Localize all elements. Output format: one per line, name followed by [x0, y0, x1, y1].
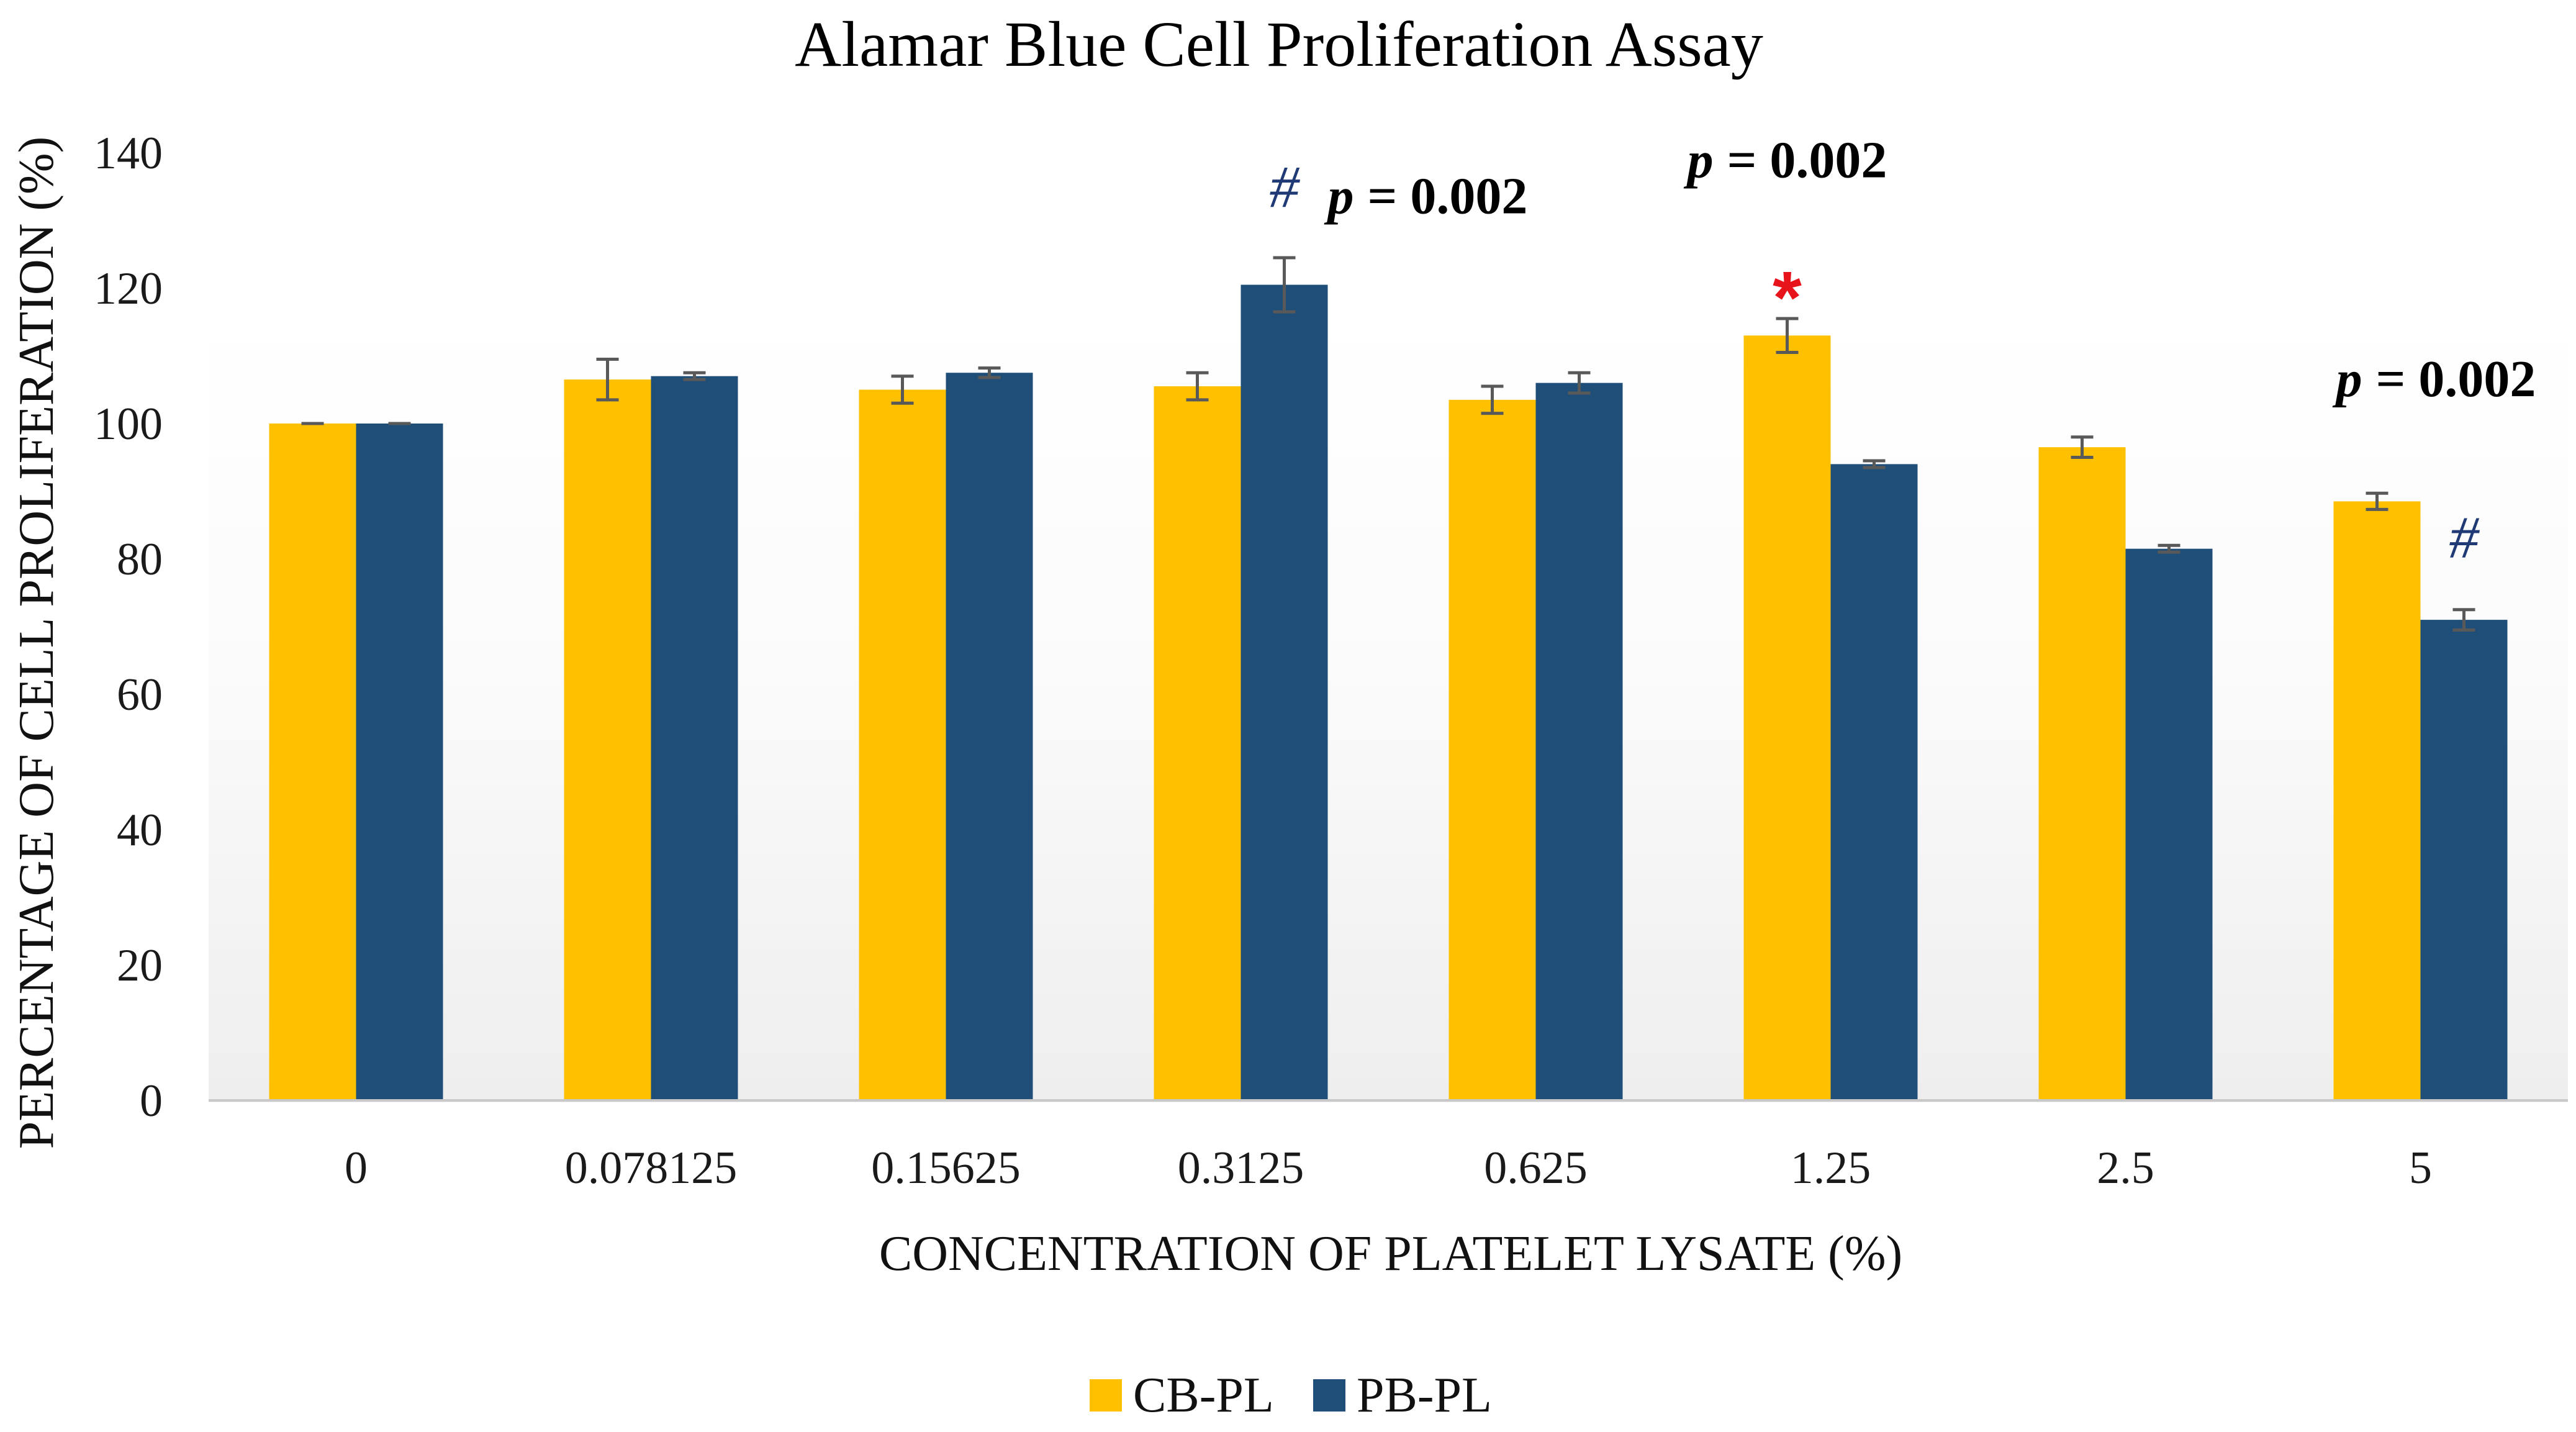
bar-pb-pl-0.625 — [1535, 383, 1623, 1100]
x-tick-label: 0.3125 — [1178, 1143, 1304, 1194]
significance-hash-icon: # — [1270, 154, 1301, 220]
y-tick-label: 60 — [117, 669, 163, 720]
chart-title: Alamar Blue Cell Proliferation Assay — [795, 9, 1763, 80]
legend-label-pb-pl: PB-PL — [1357, 1368, 1492, 1423]
p-value-label: p = 0.002 — [2333, 350, 2536, 408]
bar-pb-pl-0 — [356, 424, 443, 1100]
legend-label-cb-pl: CB-PL — [1133, 1368, 1274, 1423]
x-tick-label: 1.25 — [1791, 1143, 1871, 1194]
bar-pb-pl-1.25 — [1830, 464, 1918, 1100]
p-value-label: p = 0.002 — [1684, 131, 1887, 189]
bar-cb-pl-5 — [2333, 501, 2421, 1100]
significance-hash-icon: # — [2449, 504, 2480, 571]
p-value-text: = 0.002 — [2376, 350, 2536, 408]
bar-pb-pl-0.3125 — [1241, 284, 1328, 1100]
x-tick-label: 0.625 — [1484, 1143, 1588, 1194]
bar-cb-pl-0.15625 — [859, 389, 946, 1100]
x-tick-label: 0 — [345, 1143, 368, 1194]
bar-cb-pl-0.3125 — [1154, 386, 1241, 1100]
x-tick-label: 0.078125 — [565, 1143, 738, 1194]
p-symbol: p — [1684, 131, 1714, 189]
legend: CB-PL PB-PL — [1090, 1368, 1492, 1423]
bar-cb-pl-0 — [269, 424, 356, 1100]
error-bars-group — [301, 256, 2475, 632]
significance-annotations: # p = 0.002*p = 0.002#p = 0.002 — [1270, 131, 2536, 571]
p-symbol: p — [1324, 168, 1354, 225]
bars-group — [269, 284, 2508, 1101]
bar-cb-pl-2.5 — [2038, 447, 2126, 1100]
bar-pb-pl-0.078125 — [651, 376, 738, 1101]
legend-swatch-pb-pl — [1313, 1379, 1345, 1412]
y-axis-ticks: 0 20 40 60 80 100 120 140 — [94, 128, 163, 1126]
y-tick-label: 80 — [117, 534, 163, 585]
x-tick-label: 2.5 — [2097, 1143, 2154, 1194]
bar-cb-pl-1.25 — [1743, 335, 1831, 1100]
significance-star-icon: * — [1773, 256, 1802, 339]
y-tick-label: 140 — [94, 128, 163, 179]
y-tick-label: 40 — [117, 805, 163, 856]
y-tick-label: 120 — [94, 263, 163, 314]
p-value-text: = 0.002 — [1727, 131, 1887, 189]
x-tick-label: 5 — [2409, 1143, 2432, 1194]
y-tick-label: 100 — [94, 399, 163, 450]
y-tick-label: 0 — [140, 1076, 163, 1126]
bar-cb-pl-0.078125 — [564, 379, 651, 1100]
legend-swatch-cb-pl — [1090, 1379, 1122, 1412]
bar-pb-pl-5 — [2420, 620, 2508, 1100]
p-value-label: p = 0.002 — [1324, 168, 1528, 225]
y-tick-label: 20 — [117, 940, 163, 991]
bar-pb-pl-0.15625 — [946, 373, 1033, 1100]
p-value-text: = 0.002 — [1368, 168, 1528, 225]
bar-cb-pl-0.625 — [1448, 399, 1536, 1100]
x-tick-label: 0.15625 — [871, 1143, 1021, 1194]
x-axis-ticks: 0 0.078125 0.15625 0.3125 0.625 1.25 2.5 5 — [345, 1143, 2432, 1194]
y-axis-title: PERCENTAGE OF CELL PROLIFERATION (%) — [9, 137, 64, 1149]
p-symbol: p — [2333, 350, 2362, 408]
bar-pb-pl-2.5 — [2125, 548, 2213, 1100]
x-axis-title: CONCENTRATION OF PLATELET LYSATE (%) — [879, 1226, 1902, 1281]
plot-background — [209, 310, 2568, 1102]
